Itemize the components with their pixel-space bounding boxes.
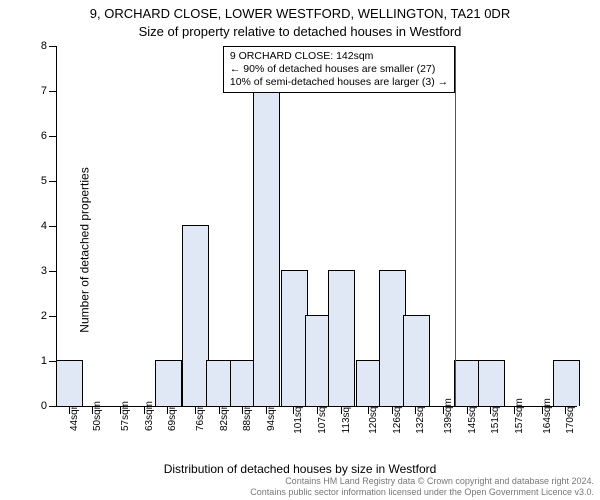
x-tick-label: 139sqm — [443, 398, 454, 434]
histogram-bar — [403, 315, 430, 406]
reference-line — [455, 46, 456, 406]
histogram-bar — [253, 90, 280, 406]
y-tick-label: 0 — [41, 400, 47, 412]
footer-line1: Contains HM Land Registry data © Crown c… — [0, 476, 594, 487]
histogram-bar — [56, 360, 83, 406]
plot-area: 01234567844sqm50sqm57sqm63sqm69sqm76sqm8… — [56, 46, 577, 407]
histogram-bar — [155, 360, 182, 406]
y-tick-label: 7 — [41, 85, 47, 97]
y-tick-label: 4 — [41, 220, 47, 232]
y-tick — [49, 91, 57, 92]
y-tick-label: 1 — [41, 355, 47, 367]
histogram-bar — [553, 360, 580, 406]
y-tick-label: 6 — [41, 130, 47, 142]
x-axis-label: Distribution of detached houses by size … — [0, 462, 600, 476]
annotation-line: 9 ORCHARD CLOSE: 142sqm — [230, 50, 448, 63]
y-tick — [49, 316, 57, 317]
y-tick-label: 3 — [41, 265, 47, 277]
x-tick-label: 164sqm — [542, 398, 553, 434]
annotation-box: 9 ORCHARD CLOSE: 142sqm← 90% of detached… — [223, 46, 455, 93]
annotation-line: ← 90% of detached houses are smaller (27… — [230, 63, 448, 76]
chart-title-line2: Size of property relative to detached ho… — [0, 24, 600, 39]
y-tick-label: 2 — [41, 310, 47, 322]
chart-title-line1: 9, ORCHARD CLOSE, LOWER WESTFORD, WELLIN… — [0, 6, 600, 21]
chart-container: 9, ORCHARD CLOSE, LOWER WESTFORD, WELLIN… — [0, 0, 600, 500]
y-tick — [49, 271, 57, 272]
y-tick — [49, 136, 57, 137]
x-tick-label: 50sqm — [92, 401, 103, 431]
histogram-bar — [478, 360, 505, 406]
footer-attribution: Contains HM Land Registry data © Crown c… — [0, 476, 594, 498]
x-tick-label: 63sqm — [144, 401, 155, 431]
x-tick-label: 57sqm — [120, 401, 131, 431]
footer-line2: Contains public sector information licen… — [0, 487, 594, 498]
x-tick-label: 157sqm — [514, 398, 525, 434]
y-tick — [49, 181, 57, 182]
y-tick — [49, 46, 57, 47]
y-tick — [49, 226, 57, 227]
y-tick — [49, 406, 57, 407]
y-tick-label: 8 — [41, 40, 47, 52]
annotation-line: 10% of semi-detached houses are larger (… — [230, 76, 448, 89]
histogram-bar — [328, 270, 355, 406]
y-tick-label: 5 — [41, 175, 47, 187]
